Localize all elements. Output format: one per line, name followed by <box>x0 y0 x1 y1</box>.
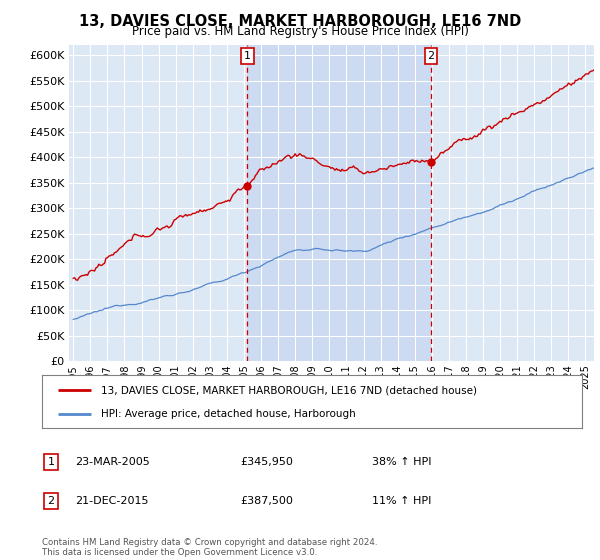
Text: 23-MAR-2005: 23-MAR-2005 <box>75 457 150 467</box>
Text: Contains HM Land Registry data © Crown copyright and database right 2024.
This d: Contains HM Land Registry data © Crown c… <box>42 538 377 557</box>
Text: Price paid vs. HM Land Registry's House Price Index (HPI): Price paid vs. HM Land Registry's House … <box>131 25 469 38</box>
Text: 1: 1 <box>47 457 55 467</box>
Text: 1: 1 <box>244 51 251 61</box>
Text: 21-DEC-2015: 21-DEC-2015 <box>75 496 149 506</box>
Text: 38% ↑ HPI: 38% ↑ HPI <box>372 457 431 467</box>
Bar <box>247 45 431 361</box>
Text: 2: 2 <box>427 51 434 61</box>
Text: HPI: Average price, detached house, Harborough: HPI: Average price, detached house, Harb… <box>101 408 356 418</box>
Text: 13, DAVIES CLOSE, MARKET HARBOROUGH, LE16 7ND: 13, DAVIES CLOSE, MARKET HARBOROUGH, LE1… <box>79 14 521 29</box>
Text: £345,950: £345,950 <box>240 457 293 467</box>
Text: £387,500: £387,500 <box>240 496 293 506</box>
Text: 11% ↑ HPI: 11% ↑ HPI <box>372 496 431 506</box>
Text: 2: 2 <box>47 496 55 506</box>
Text: 13, DAVIES CLOSE, MARKET HARBOROUGH, LE16 7ND (detached house): 13, DAVIES CLOSE, MARKET HARBOROUGH, LE1… <box>101 385 478 395</box>
